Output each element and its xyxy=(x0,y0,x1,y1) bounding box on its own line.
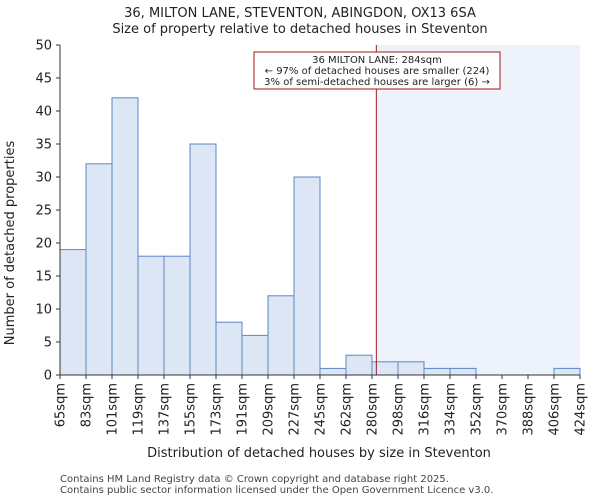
annotation-box: 36 MILTON LANE: 284sqm ← 97% of detached… xyxy=(253,51,501,90)
bar-173sqm xyxy=(215,321,243,376)
x-tick-label: 370sqm xyxy=(496,383,511,436)
y-axis-label: Number of detached properties xyxy=(3,141,18,346)
x-tick-label: 352sqm xyxy=(470,383,485,436)
y-tick-label: 0 xyxy=(44,369,52,384)
bar-65sqm xyxy=(59,249,87,376)
bar-245sqm xyxy=(319,367,347,376)
highlight-region xyxy=(376,45,580,375)
bar-262sqm xyxy=(345,354,373,376)
bar-83sqm xyxy=(85,163,113,376)
x-tick-label: 137sqm xyxy=(158,383,173,436)
annotation-line: ← 97% of detached houses are smaller (22… xyxy=(265,66,490,77)
y-ticks: 0 5 10 15 20 25 30 35 40 45 50 xyxy=(35,39,60,384)
x-tick-label: 119sqm xyxy=(132,383,147,436)
bar-137sqm xyxy=(163,255,191,376)
y-tick-label: 30 xyxy=(35,171,52,186)
y-tick-label: 10 xyxy=(35,303,52,318)
x-tick-label: 298sqm xyxy=(392,383,407,436)
x-tick-label: 316sqm xyxy=(418,383,433,436)
x-tick-label: 262sqm xyxy=(340,383,355,436)
bar-334sqm xyxy=(449,367,477,376)
x-tick-label: 388sqm xyxy=(522,383,537,436)
y-tick-label: 35 xyxy=(35,138,52,153)
bar-155sqm xyxy=(189,143,217,376)
footer-line-2: Contains public sector information licen… xyxy=(60,485,493,496)
bar-101sqm xyxy=(111,97,139,376)
x-tick-label: 334sqm xyxy=(444,383,459,436)
x-tick-label: 424sqm xyxy=(574,383,589,436)
y-tick-label: 45 xyxy=(35,72,52,87)
annotation-line: 3% of semi-detached houses are larger (6… xyxy=(264,77,490,88)
y-tick-label: 40 xyxy=(35,105,52,120)
y-tick-label: 20 xyxy=(35,237,52,252)
x-tick-label: 191sqm xyxy=(236,383,251,436)
x-tick-label: 227sqm xyxy=(288,383,303,436)
bar-227sqm xyxy=(293,176,321,376)
y-tick-label: 15 xyxy=(35,270,52,285)
x-tick-label: 245sqm xyxy=(314,383,329,436)
y-tick-label: 50 xyxy=(35,39,52,54)
annotation-line: 36 MILTON LANE: 284sqm xyxy=(312,55,442,66)
x-tick-label: 209sqm xyxy=(262,383,277,436)
bar-119sqm xyxy=(137,255,165,376)
bars-group xyxy=(59,97,581,376)
x-tick-label: 173sqm xyxy=(210,383,225,436)
y-tick-label: 25 xyxy=(35,204,52,219)
bar-316sqm xyxy=(423,367,451,376)
annotation-rect xyxy=(253,51,501,90)
x-tick-label: 155sqm xyxy=(184,383,199,436)
x-ticks: 65sqm 83sqm 101sqm 119sqm 137sqm 155sqm 173sqm… xyxy=(54,375,589,436)
chart-title: 36, MILTON LANE, STEVENTON, ABINGDON, OX… xyxy=(124,6,476,21)
chart-subtitle: Size of property relative to detached ho… xyxy=(112,22,487,37)
footer-line-1: Contains HM Land Registry data © Crown c… xyxy=(60,474,449,485)
bar-406sqm xyxy=(553,367,581,376)
x-axis-label: Distribution of detached houses by size … xyxy=(147,446,491,461)
bar-298sqm xyxy=(397,361,425,376)
bar-209sqm xyxy=(267,295,295,376)
x-tick-label: 65sqm xyxy=(54,383,69,427)
x-tick-label: 83sqm xyxy=(80,383,95,427)
x-tick-label: 406sqm xyxy=(548,383,563,436)
bar-191sqm xyxy=(241,334,269,376)
y-tick-label: 5 xyxy=(44,336,52,351)
x-tick-label: 280sqm xyxy=(366,383,381,436)
x-tick-label: 101sqm xyxy=(106,383,121,436)
